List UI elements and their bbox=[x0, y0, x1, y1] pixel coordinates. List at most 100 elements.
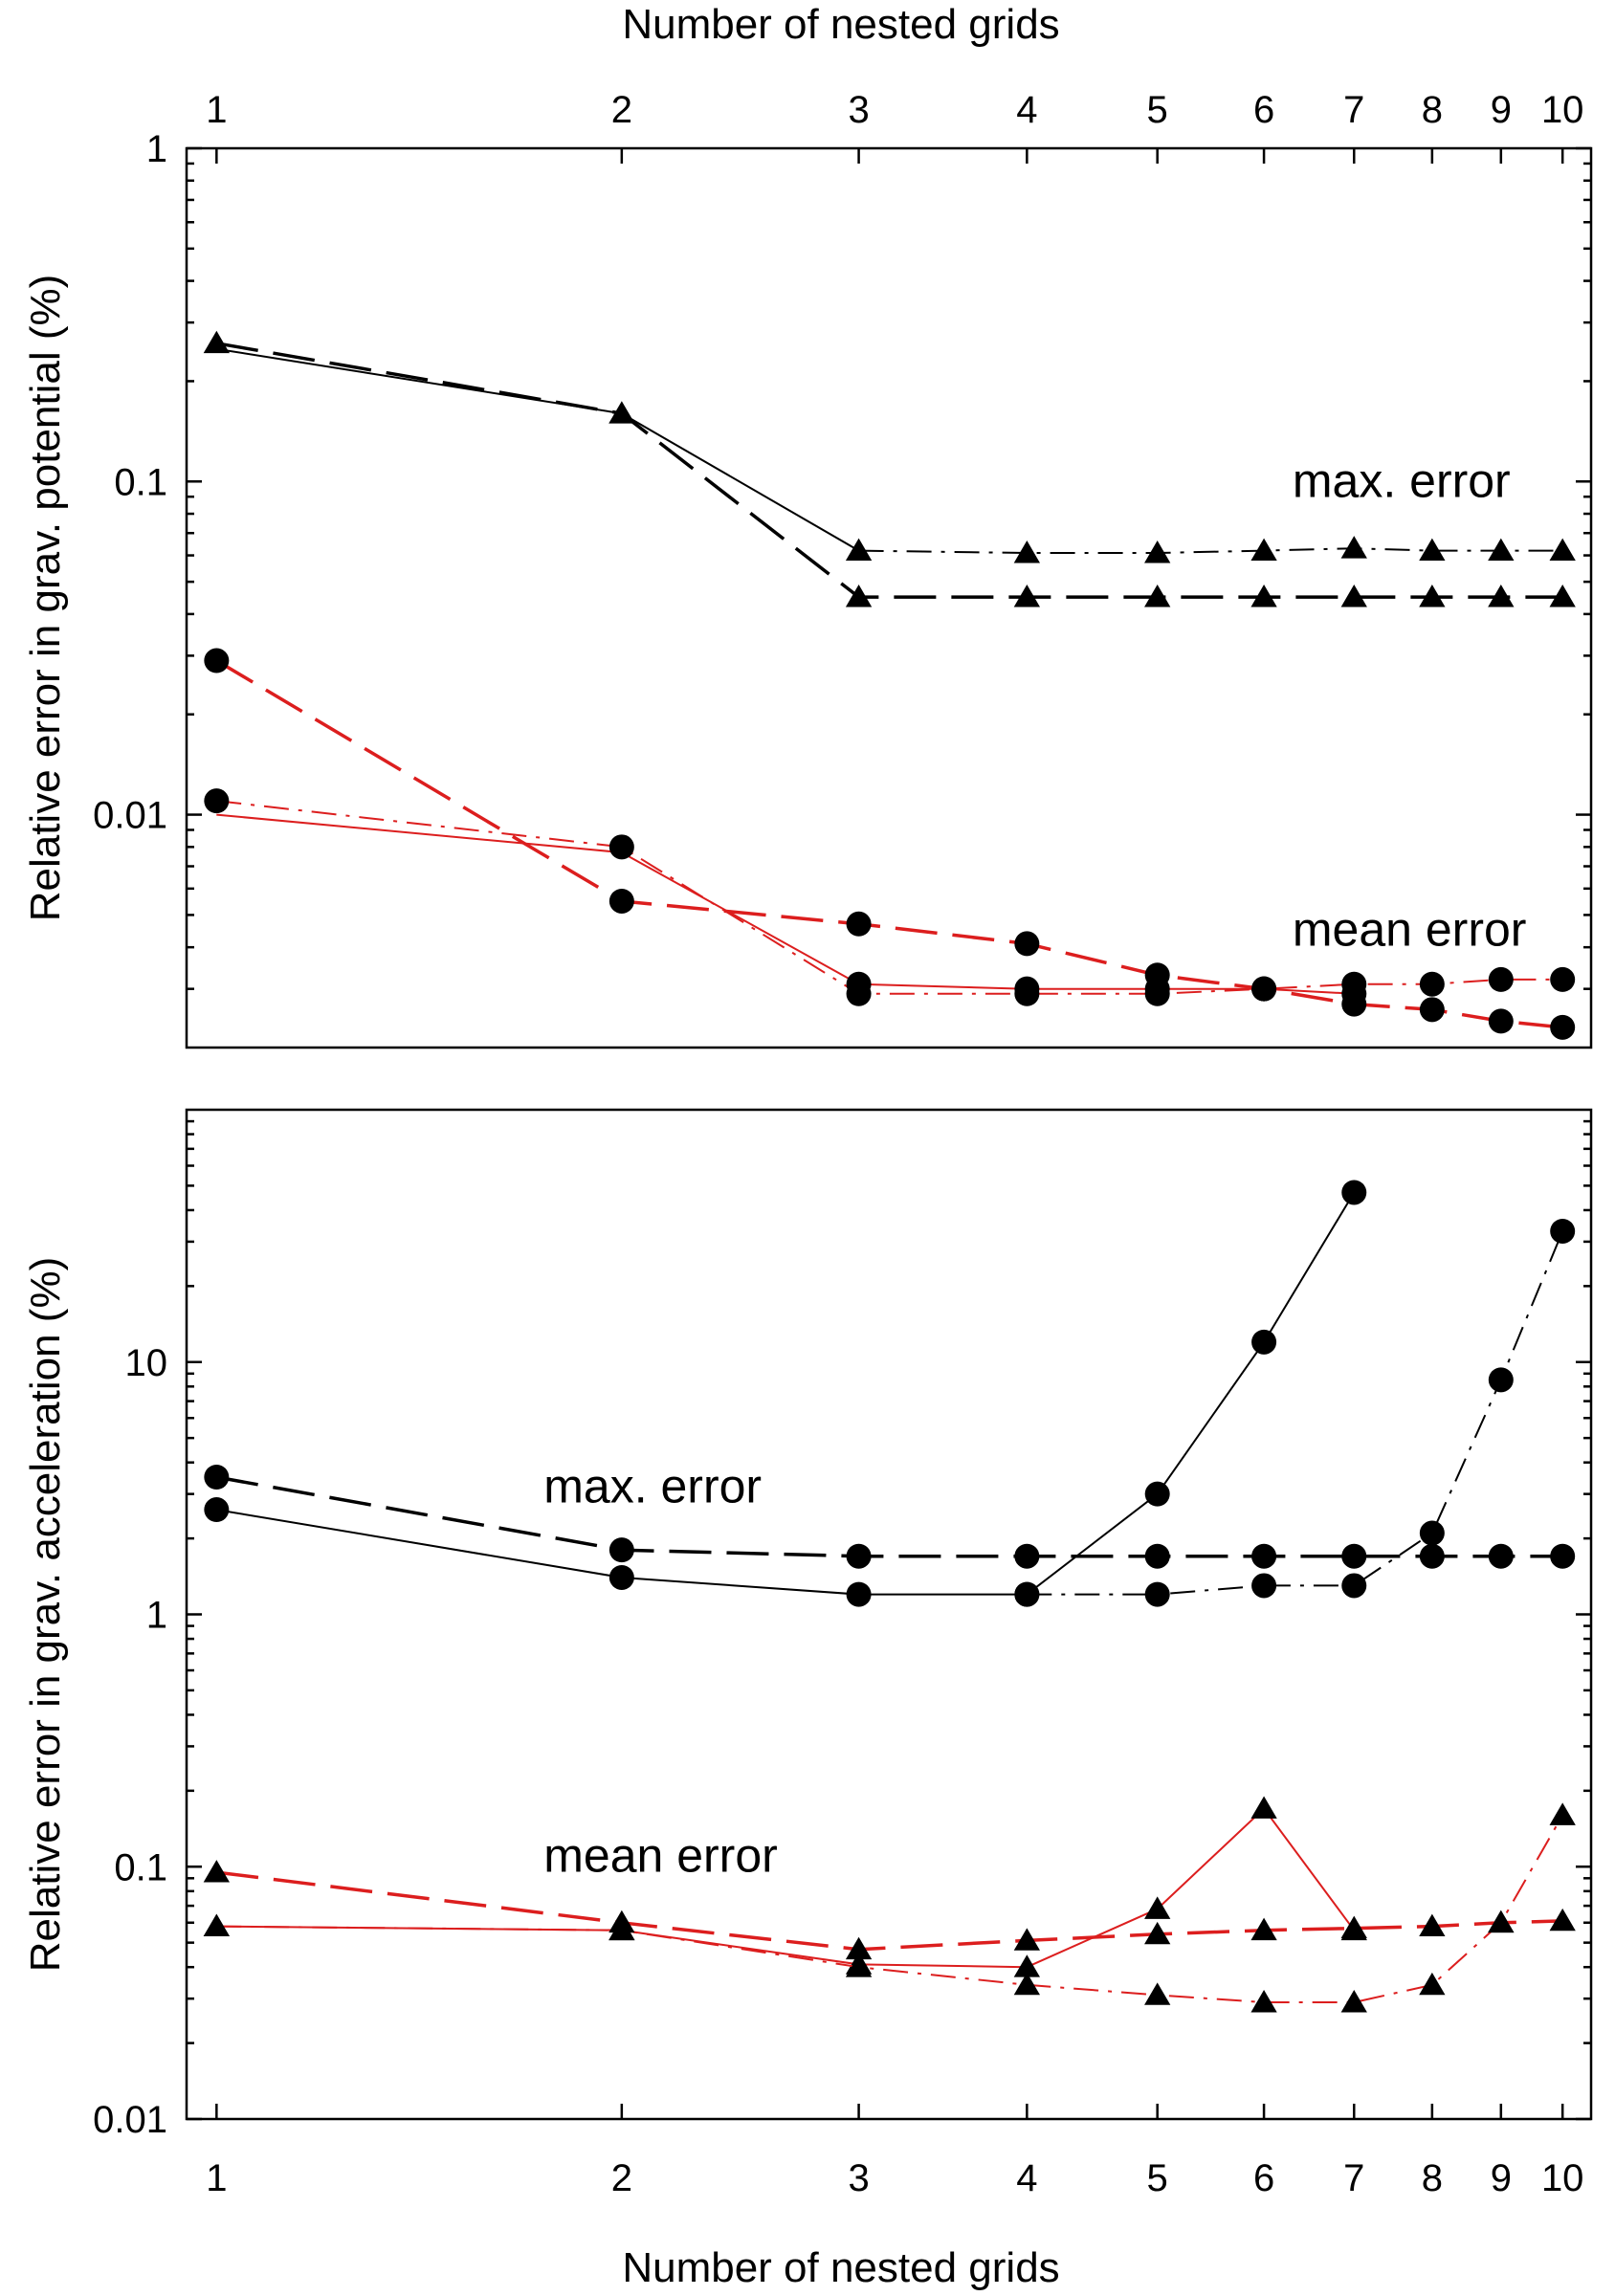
data-point-circle bbox=[846, 1543, 872, 1569]
data-point-circle bbox=[1550, 1218, 1576, 1244]
x-tick-label: 9 bbox=[1491, 89, 1512, 131]
series-line-3 bbox=[216, 342, 1563, 599]
data-point-triangle bbox=[1144, 1896, 1171, 1919]
data-point-circle bbox=[1488, 1543, 1514, 1569]
data-point-circle bbox=[1419, 971, 1445, 997]
data-point-triangle bbox=[1340, 1990, 1367, 2013]
data-point-triangle bbox=[1013, 541, 1040, 563]
x-tick-label: 8 bbox=[1422, 89, 1443, 131]
series-line-5 bbox=[216, 1814, 1564, 2003]
data-point-triangle bbox=[1013, 1928, 1040, 1951]
data-point-triangle bbox=[608, 1910, 635, 1933]
data-point-circle bbox=[1251, 976, 1277, 1002]
plot-frame bbox=[185, 146, 1593, 1049]
x-tick-label: 3 bbox=[848, 2157, 869, 2199]
y-axis-title: Relative error in grav. acceleration (%) bbox=[22, 1257, 69, 1972]
x-tick-label: 3 bbox=[848, 89, 869, 131]
series-line-4 bbox=[216, 1807, 1356, 1969]
data-point-circle bbox=[1488, 1008, 1514, 1034]
data-point-triangle bbox=[1013, 585, 1040, 607]
data-point-circle bbox=[1251, 1573, 1277, 1599]
data-point-circle bbox=[1550, 1543, 1576, 1569]
series-line-6 bbox=[858, 982, 1355, 995]
data-point-circle bbox=[204, 788, 230, 814]
series-line-3 bbox=[215, 1475, 1563, 1558]
data-point-circle bbox=[1488, 1367, 1514, 1393]
y-tick-label: 1 bbox=[146, 128, 167, 170]
data-point-circle bbox=[1550, 966, 1576, 992]
x-tick-label: 9 bbox=[1491, 2157, 1512, 2199]
data-point-triangle bbox=[203, 330, 230, 354]
data-point-triangle bbox=[1549, 585, 1576, 607]
data-point-triangle bbox=[1419, 585, 1446, 607]
data-point-circle bbox=[1341, 1543, 1367, 1569]
data-point-triangle bbox=[1340, 585, 1367, 607]
data-point-triangle bbox=[845, 538, 873, 561]
data-point-triangle bbox=[1144, 585, 1171, 607]
data-point-triangle bbox=[1340, 536, 1367, 559]
bottom-panel-acceleration-error: 1 2 3 4 5 6 7 8 9 10 0.01 0.1 1 10 Number of nested gr… bbox=[22, 1108, 1593, 2291]
data-point-circle bbox=[846, 971, 872, 997]
data-point-circle bbox=[1251, 1329, 1277, 1355]
data-point-triangle bbox=[1488, 1910, 1515, 1933]
data-point-circle bbox=[1419, 1543, 1445, 1569]
data-point-triangle bbox=[1250, 1917, 1277, 1941]
data-point-circle bbox=[1419, 997, 1445, 1023]
data-point-triangle bbox=[845, 585, 873, 607]
y-tick-label: 0.01 bbox=[93, 2099, 167, 2141]
data-point-triangle bbox=[1419, 1972, 1446, 1996]
data-point-circle bbox=[608, 1564, 634, 1590]
x-tick-label: 2 bbox=[611, 89, 632, 131]
data-point-circle bbox=[1144, 1581, 1170, 1607]
series-line-2 bbox=[858, 547, 1563, 554]
data-point-triangle bbox=[1250, 538, 1277, 561]
y-tick-label: 1 bbox=[146, 1595, 167, 1637]
data-point-triangle bbox=[1549, 538, 1576, 561]
annotation-label: max. error bbox=[543, 1459, 762, 1512]
x-tick-label: 2 bbox=[611, 2157, 632, 2199]
x-tick-label: 7 bbox=[1343, 2157, 1364, 2199]
x-tick-label: 6 bbox=[1253, 2157, 1274, 2199]
data-point-triangle bbox=[1144, 541, 1171, 563]
data-point-triangle bbox=[203, 1913, 230, 1937]
data-point-circle bbox=[1014, 976, 1040, 1002]
x-tick-label: 10 bbox=[1541, 89, 1584, 131]
data-point-triangle bbox=[203, 1860, 230, 1883]
y-tick-label: 0.01 bbox=[93, 795, 167, 837]
series-line-6 bbox=[216, 1870, 1563, 1952]
data-point-circle bbox=[1144, 1543, 1170, 1569]
x-tick-label: 8 bbox=[1422, 2157, 1443, 2199]
annotation-label: mean error bbox=[1293, 902, 1527, 956]
data-point-triangle bbox=[845, 1954, 873, 1977]
data-point-circle bbox=[1014, 1543, 1040, 1569]
annotation-label: max. error bbox=[1293, 453, 1511, 507]
data-point-circle bbox=[1341, 1180, 1367, 1205]
x-tick-label: 5 bbox=[1147, 2157, 1168, 2199]
top-panel-potential-error: 1 2 3 4 5 6 7 8 9 10 0.01 0.1 1 Number of nested grid… bbox=[22, 1, 1593, 1049]
data-point-circle bbox=[846, 911, 872, 937]
series-line-7 bbox=[215, 658, 1563, 1029]
data-point-triangle bbox=[1549, 1802, 1576, 1825]
data-point-circle bbox=[1550, 1014, 1576, 1040]
data-point-circle bbox=[1341, 1573, 1367, 1599]
y-axis-title: Relative error in grav. potential (%) bbox=[22, 275, 69, 922]
y-tick-label: 0.1 bbox=[114, 1846, 167, 1888]
data-point-triangle bbox=[845, 1936, 873, 1960]
x-axis-title: Number of nested grids bbox=[622, 1, 1059, 48]
data-point-circle bbox=[846, 1581, 872, 1607]
series-line-1 bbox=[216, 1191, 1356, 1596]
x-tick-label: 4 bbox=[1016, 2157, 1037, 2199]
x-axis-title: Number of nested grids bbox=[622, 2244, 1059, 2291]
data-point-triangle bbox=[1144, 1982, 1171, 2005]
x-tick-label: 7 bbox=[1343, 89, 1364, 131]
data-point-triangle bbox=[1250, 1796, 1277, 1819]
y-tick-label: 0.1 bbox=[114, 461, 167, 503]
data-point-circle bbox=[1251, 1543, 1277, 1569]
data-point-circle bbox=[608, 1537, 634, 1563]
data-point-circle bbox=[608, 834, 634, 860]
data-point-triangle bbox=[1419, 1913, 1446, 1937]
data-point-triangle bbox=[1549, 1908, 1576, 1932]
data-point-triangle bbox=[1013, 1954, 1040, 1977]
data-point-triangle bbox=[1488, 585, 1515, 607]
